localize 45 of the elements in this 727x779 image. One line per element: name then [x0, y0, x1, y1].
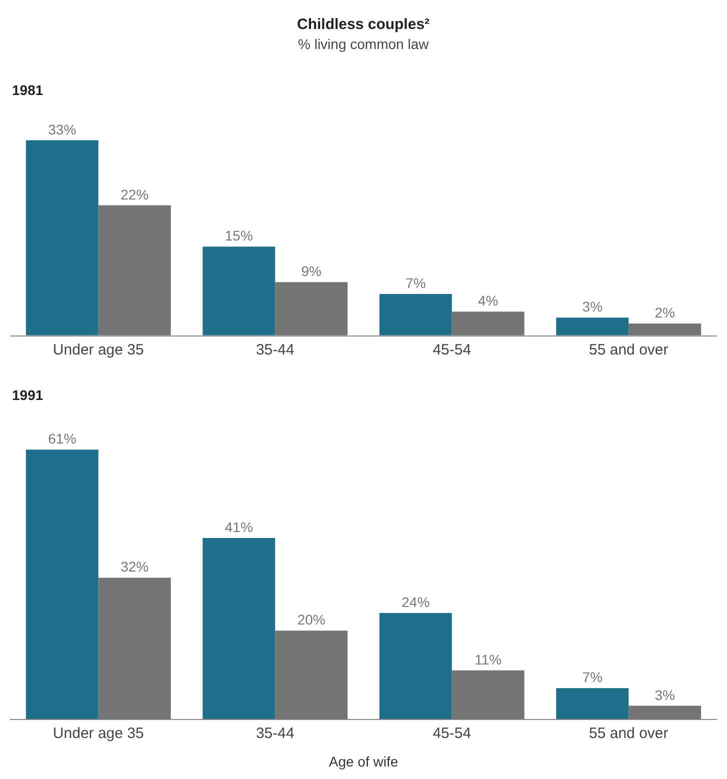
- bar: [379, 613, 452, 719]
- data-label: 9%: [301, 263, 322, 280]
- data-label: 7%: [582, 669, 603, 686]
- x-tick-label: 35-44: [256, 341, 294, 358]
- bar: [98, 205, 171, 336]
- bar: [556, 318, 629, 336]
- x-axis-title: Age of wife: [328, 753, 398, 770]
- bar: [275, 282, 348, 336]
- x-tick-label: 35-44: [256, 725, 294, 742]
- bar: [26, 450, 98, 719]
- x-tick-label: Under age 35: [52, 341, 144, 358]
- data-label: 24%: [402, 594, 430, 610]
- x-tick-label: 45-54: [432, 341, 472, 358]
- chart-title: Childless couples²: [297, 16, 430, 33]
- data-label: 7%: [406, 274, 426, 291]
- bar: [26, 140, 98, 336]
- data-label: 2%: [654, 304, 675, 320]
- bar: [98, 578, 171, 719]
- x-tick-label: 55 and over: [589, 725, 668, 742]
- bar: [556, 688, 629, 719]
- bar: [379, 294, 452, 336]
- data-label: 15%: [224, 228, 253, 244]
- bar: [628, 324, 702, 336]
- x-tick-label: Under age 35: [52, 725, 144, 742]
- bar: [628, 706, 702, 719]
- x-tick-label: 55 and over: [589, 341, 668, 358]
- data-label: 22%: [120, 186, 149, 202]
- data-label: 41%: [224, 518, 253, 535]
- bar: [202, 538, 276, 719]
- bar: [202, 246, 276, 336]
- chart-title: 1991: [12, 387, 44, 403]
- data-label: 4%: [478, 292, 498, 309]
- data-label: 3%: [582, 298, 603, 315]
- bar: [452, 312, 524, 336]
- data-label: 61%: [48, 430, 76, 447]
- x-tick-label: 45-54: [432, 725, 472, 742]
- chart-subtitle: % living common law: [298, 36, 430, 52]
- bar: [275, 630, 348, 719]
- text: 1981: [12, 82, 44, 98]
- bar: [452, 670, 524, 719]
- data-label: 3%: [654, 686, 675, 703]
- data-label: 20%: [297, 612, 326, 628]
- data-label: 11%: [474, 651, 502, 668]
- data-label: 33%: [48, 121, 76, 138]
- data-label: 32%: [120, 558, 149, 575]
